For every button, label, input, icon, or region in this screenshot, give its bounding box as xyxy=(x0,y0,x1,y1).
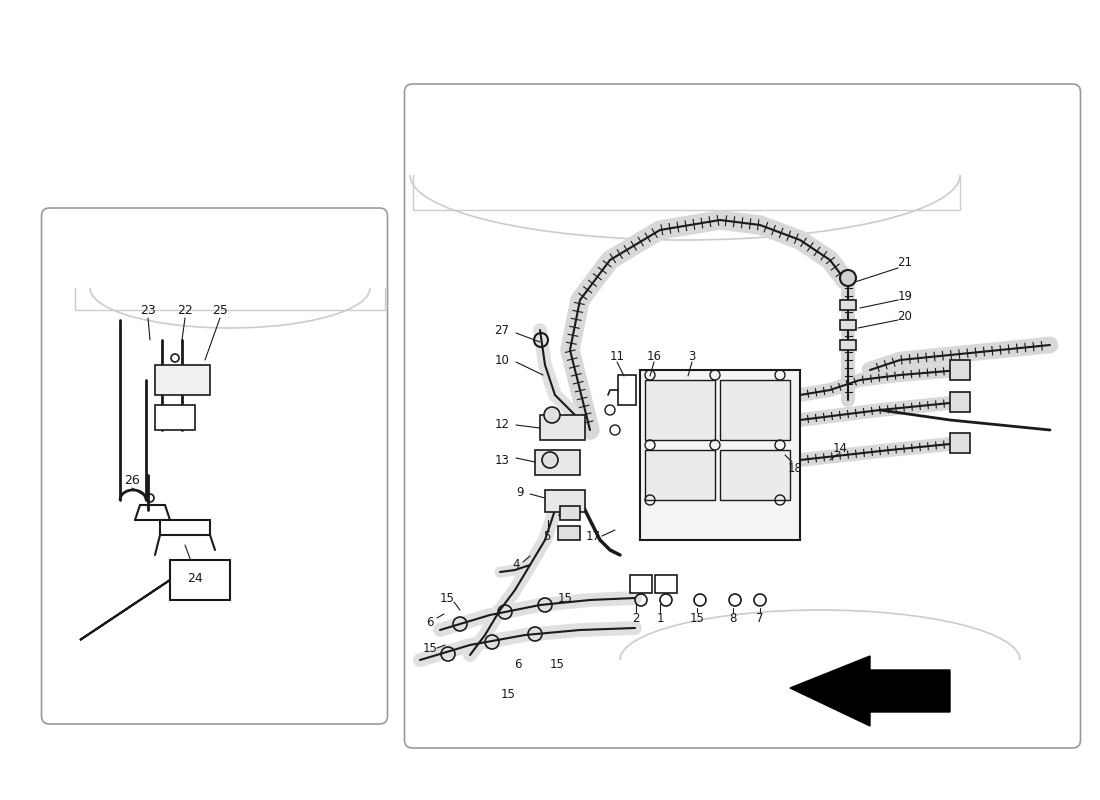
Text: 26: 26 xyxy=(124,474,140,486)
Text: 14: 14 xyxy=(833,442,847,454)
Text: 22: 22 xyxy=(177,303,192,317)
Text: 18: 18 xyxy=(788,462,802,474)
Text: 20: 20 xyxy=(898,310,912,322)
Text: 10: 10 xyxy=(495,354,509,366)
Bar xyxy=(840,300,856,310)
Circle shape xyxy=(542,452,558,468)
Text: 4: 4 xyxy=(513,558,519,570)
Text: eurospares: eurospares xyxy=(596,574,773,626)
Text: 6: 6 xyxy=(515,658,521,671)
Text: 15: 15 xyxy=(440,591,454,605)
Bar xyxy=(618,375,636,405)
Text: 5: 5 xyxy=(543,530,551,542)
Text: 19: 19 xyxy=(898,290,913,302)
Bar xyxy=(654,575,676,593)
Bar xyxy=(544,490,585,512)
Bar xyxy=(950,392,970,412)
Text: 17: 17 xyxy=(585,530,601,542)
Text: eurospares: eurospares xyxy=(96,224,274,276)
Text: eurospares: eurospares xyxy=(596,234,773,286)
Text: 23: 23 xyxy=(140,303,156,317)
Polygon shape xyxy=(790,656,950,726)
Text: 15: 15 xyxy=(690,611,704,625)
Text: 15: 15 xyxy=(550,658,564,671)
Text: 15: 15 xyxy=(558,591,572,605)
Bar xyxy=(160,520,210,535)
Bar xyxy=(840,320,856,330)
Bar xyxy=(535,450,580,475)
Text: eurospares: eurospares xyxy=(96,594,274,646)
Bar xyxy=(640,370,800,540)
Text: 9: 9 xyxy=(516,486,524,498)
Bar xyxy=(155,405,195,430)
Text: 16: 16 xyxy=(647,350,661,362)
Circle shape xyxy=(840,270,856,286)
Bar xyxy=(950,433,970,453)
Bar xyxy=(840,340,856,350)
Text: 6: 6 xyxy=(427,615,433,629)
Text: 1: 1 xyxy=(657,611,663,625)
Bar xyxy=(558,526,580,540)
FancyBboxPatch shape xyxy=(405,84,1080,748)
Bar xyxy=(645,450,715,500)
Bar xyxy=(950,360,970,380)
Text: 12: 12 xyxy=(495,418,509,431)
Text: 3: 3 xyxy=(689,350,695,362)
Bar xyxy=(720,380,790,440)
Bar xyxy=(630,575,652,593)
Text: 24: 24 xyxy=(187,571,202,585)
Text: 21: 21 xyxy=(898,255,913,269)
Text: 25: 25 xyxy=(212,303,228,317)
Text: 27: 27 xyxy=(495,323,509,337)
FancyBboxPatch shape xyxy=(42,208,387,724)
Bar xyxy=(560,506,580,520)
Bar xyxy=(540,415,585,440)
Text: 7: 7 xyxy=(757,611,763,625)
Bar xyxy=(720,450,790,500)
Text: 8: 8 xyxy=(729,611,737,625)
Text: 11: 11 xyxy=(609,350,625,362)
Text: 2: 2 xyxy=(632,611,640,625)
Text: 13: 13 xyxy=(495,454,509,466)
Bar xyxy=(645,380,715,440)
Text: 15: 15 xyxy=(422,642,438,654)
Circle shape xyxy=(544,407,560,423)
Text: 15: 15 xyxy=(500,689,516,702)
Polygon shape xyxy=(80,560,230,640)
Bar xyxy=(155,365,210,395)
